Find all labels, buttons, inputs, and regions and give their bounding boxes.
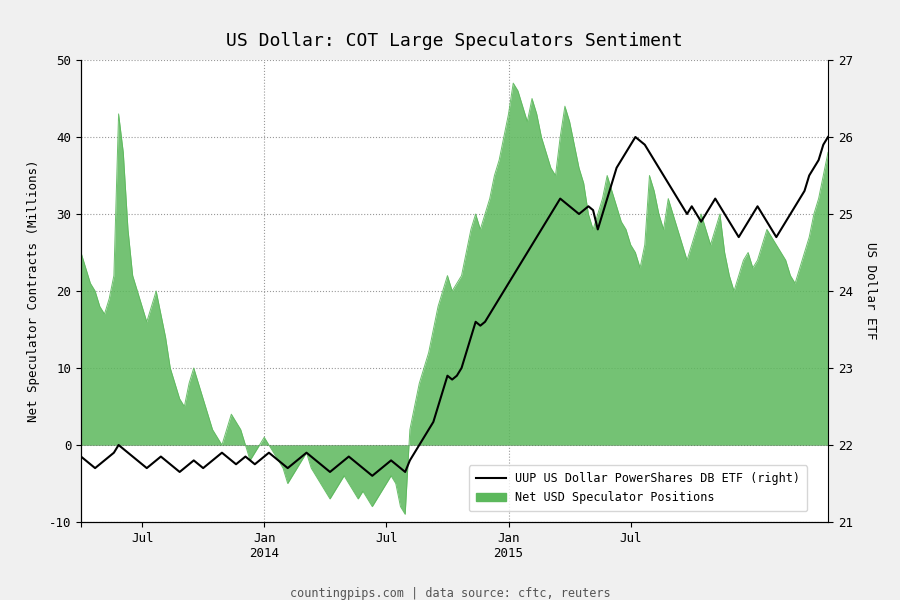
Text: countingpips.com | data source: cftc, reuters: countingpips.com | data source: cftc, re… [290,587,610,600]
Title: US Dollar: COT Large Speculators Sentiment: US Dollar: COT Large Speculators Sentime… [226,32,683,50]
Y-axis label: US Dollar ETF: US Dollar ETF [864,242,877,340]
Y-axis label: Net Speculator Contracts (Millions): Net Speculator Contracts (Millions) [27,160,40,422]
Legend: UUP US Dollar PowerShares DB ETF (right), Net USD Speculator Positions: UUP US Dollar PowerShares DB ETF (right)… [469,466,807,511]
